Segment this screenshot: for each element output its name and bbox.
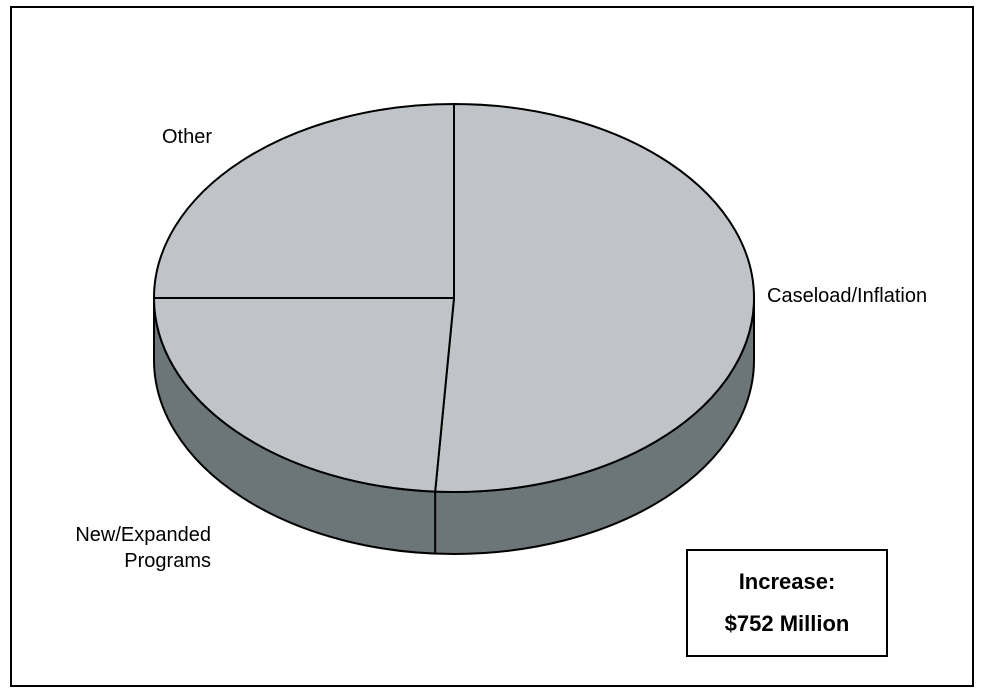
total-increase-label: Increase: bbox=[738, 569, 836, 594]
pie-slice-other bbox=[153, 103, 455, 299]
slice-label-caseload-inflation: Caseload/Inflation bbox=[767, 285, 928, 307]
total-increase-value: $752 Million bbox=[724, 611, 850, 636]
chart-frame bbox=[10, 6, 974, 687]
slice-label-other: Other bbox=[162, 126, 213, 148]
pie-slice-new-expanded-programs bbox=[153, 297, 455, 493]
total-increase-box: Increase: $752 Million bbox=[686, 549, 888, 657]
slice-label-new-expanded-programs: New/Expanded Programs bbox=[40, 522, 211, 574]
slice-label-new-line-2: Programs bbox=[124, 550, 211, 572]
slice-label-new-line-1: New/Expanded bbox=[75, 524, 211, 546]
pie-slice-caseload-inflation bbox=[434, 103, 755, 493]
